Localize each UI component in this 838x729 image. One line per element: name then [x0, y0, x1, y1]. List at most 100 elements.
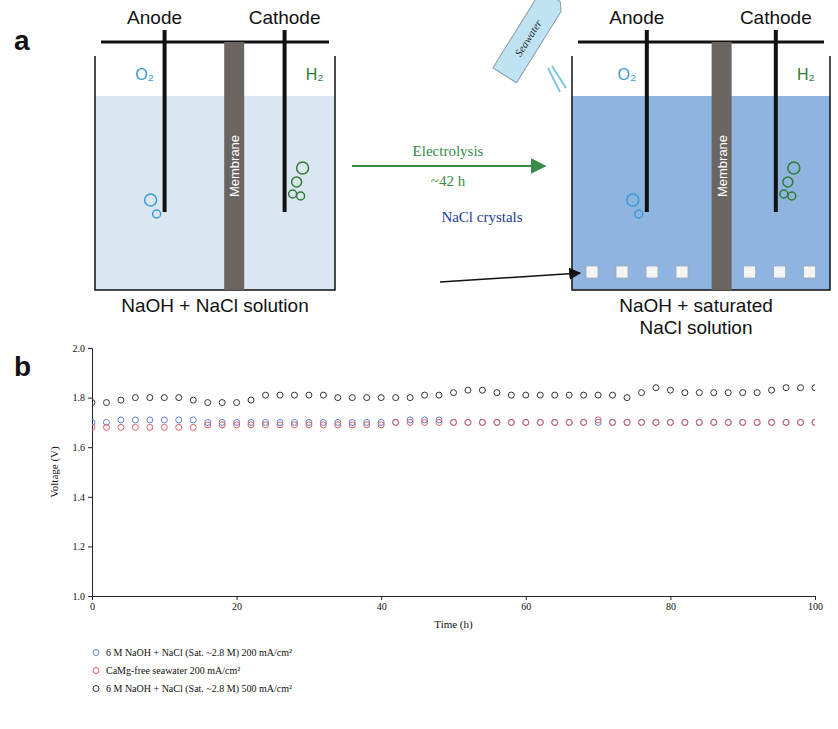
seawater-label: Seawater	[512, 17, 544, 59]
data-point	[653, 385, 659, 391]
membrane	[712, 42, 732, 290]
data-point	[508, 392, 514, 398]
data-point	[219, 422, 225, 428]
data-point	[103, 424, 109, 430]
y-axis-line	[88, 349, 93, 597]
x-axis-title: Time (h)	[434, 618, 473, 631]
data-point	[783, 419, 789, 425]
data-point	[812, 385, 815, 391]
caption: NaOH + NaCl solution	[121, 295, 308, 316]
data-point	[581, 419, 587, 425]
x-tick-label: 60	[521, 601, 531, 612]
data-point	[436, 392, 442, 398]
electrolyte	[572, 96, 830, 290]
data-point	[103, 400, 109, 406]
data-point	[407, 395, 413, 401]
data-point	[610, 392, 616, 398]
data-point	[176, 424, 182, 430]
data-point	[465, 419, 471, 425]
x-tick-label: 40	[377, 601, 387, 612]
electrolysis-cell: MembraneAnodeCathodeO₂H₂	[95, 7, 335, 290]
data-point	[161, 417, 167, 423]
figure: aMembraneAnodeCathodeO₂H₂MembraneAnodeCa…	[0, 0, 838, 729]
lid	[101, 41, 329, 44]
salt-crystal	[586, 266, 598, 278]
data-point	[740, 419, 746, 425]
water-stream	[552, 66, 566, 88]
cell-wall	[95, 56, 335, 290]
x-tick-mark	[670, 596, 671, 600]
x-tick-label: 100	[808, 601, 823, 612]
y-tick: 1.6	[73, 442, 93, 453]
data-point	[176, 417, 182, 423]
caption: NaOH + saturatedNaCl solution	[619, 295, 773, 338]
data-point	[638, 419, 644, 425]
data-point	[205, 400, 211, 406]
legend: 6 M NaOH + NaCl (Sat. ~2.8 M) 200 mA/cm²…	[93, 647, 292, 695]
data-point	[422, 419, 428, 425]
data-point	[306, 422, 312, 428]
panel-letter: a	[14, 25, 30, 56]
x-tick-label: 0	[90, 601, 95, 612]
data-point	[248, 397, 254, 403]
salt-crystal	[676, 266, 688, 278]
data-point	[234, 422, 240, 428]
data-point	[291, 422, 297, 428]
data-point	[610, 419, 616, 425]
data-point	[610, 419, 616, 425]
x-tick: 100	[808, 596, 823, 612]
data-point	[508, 419, 514, 425]
y-tick-label: 1.8	[73, 392, 86, 403]
data-point	[769, 387, 775, 393]
data-point	[754, 390, 760, 396]
data-point	[653, 419, 659, 425]
series	[92, 417, 815, 430]
data-point	[769, 419, 775, 425]
data-point	[378, 422, 384, 428]
data-point	[711, 419, 717, 425]
data-point	[118, 424, 124, 430]
x-tick: 0	[90, 596, 95, 612]
data-point	[479, 387, 485, 393]
bubble	[289, 190, 297, 198]
data-point	[147, 395, 153, 401]
legend-entry: 6 M NaOH + NaCl (Sat. ~2.8 M) 500 mA/cm²	[106, 683, 292, 695]
y-tick-mark	[88, 546, 92, 547]
data-point	[190, 424, 196, 430]
data-point	[263, 392, 269, 398]
data-point	[581, 419, 587, 425]
lid	[578, 41, 824, 44]
data-point	[725, 419, 731, 425]
data-point	[335, 422, 341, 428]
data-point	[494, 390, 500, 396]
series	[92, 385, 815, 406]
gas-label: H₂	[797, 66, 815, 83]
gas-label: O₂	[135, 66, 154, 83]
legend-entry: CaMg-free seawater 200 mA/cm²	[106, 665, 240, 676]
water-stream	[548, 68, 560, 92]
data-point	[682, 419, 688, 425]
data-point	[147, 424, 153, 430]
data-point	[393, 395, 399, 401]
series	[92, 417, 815, 425]
data-point	[147, 417, 153, 423]
y-tick-label: 1.2	[73, 541, 86, 552]
data-point	[740, 419, 746, 425]
data-point	[190, 417, 196, 423]
data-point	[740, 390, 746, 396]
bubble	[780, 190, 788, 198]
gas-label: O₂	[617, 66, 636, 83]
bubble	[635, 210, 643, 218]
data-point	[465, 419, 471, 425]
legend-marker	[93, 668, 99, 674]
data-point	[349, 422, 355, 428]
data-point	[263, 422, 269, 428]
data-point	[566, 419, 572, 425]
data-point	[696, 390, 702, 396]
process-arrow	[352, 165, 545, 167]
data-point	[638, 390, 644, 396]
data-point	[812, 419, 815, 425]
data-point	[277, 392, 283, 398]
x-tick: 40	[377, 596, 387, 612]
x-tick-label: 80	[666, 601, 676, 612]
